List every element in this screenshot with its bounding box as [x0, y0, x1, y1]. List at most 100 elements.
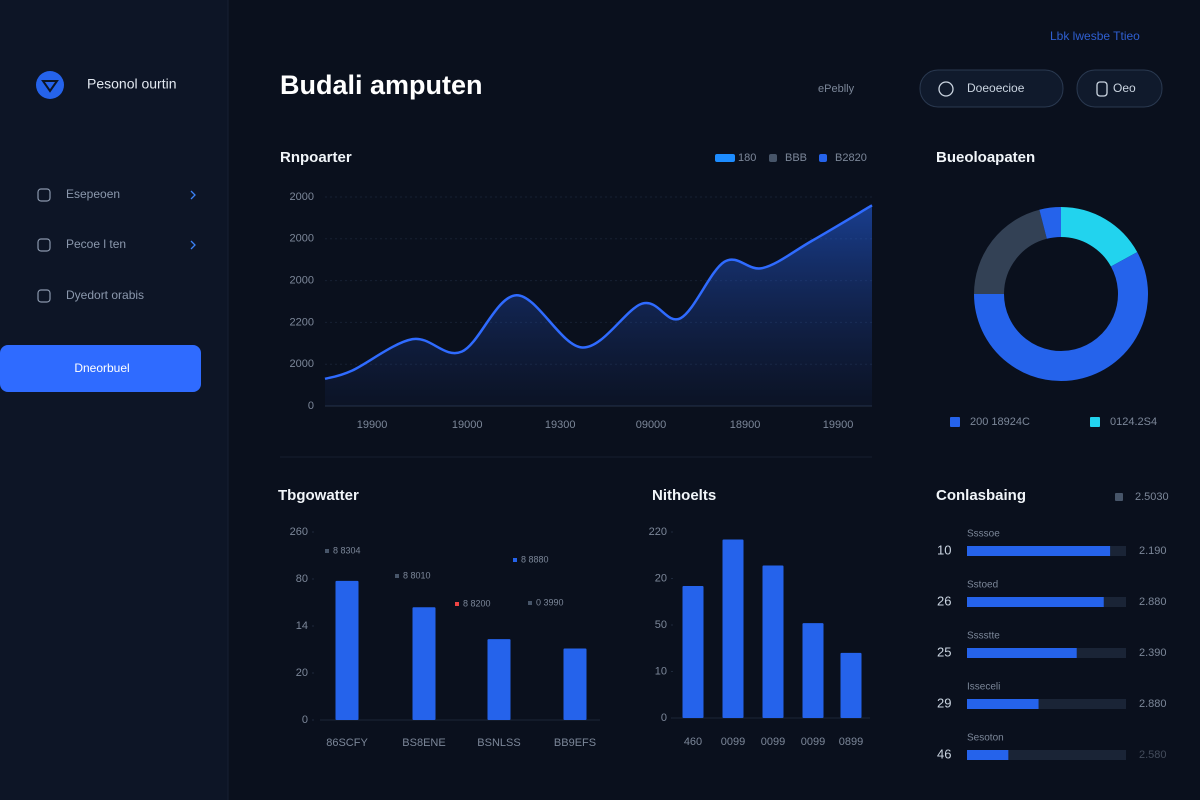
x-tick-label: 0099	[721, 736, 745, 748]
x-tick-label: 09000	[636, 419, 667, 431]
button-icon[interactable]	[938, 81, 954, 97]
row-note: 2.580	[1139, 749, 1167, 761]
row-label: Sssstte	[967, 631, 1000, 642]
legend-label: 0124.2S4	[1110, 416, 1157, 428]
button[interactable]: Oeo	[1076, 69, 1163, 108]
progress-track	[967, 750, 1126, 760]
button-label[interactable]: Oeo	[1113, 81, 1136, 95]
x-tick-label: 86SCFY	[326, 737, 368, 749]
y-tick-label: 2000	[290, 358, 314, 370]
bar	[840, 652, 862, 718]
legend-label: B2820	[835, 152, 867, 164]
progress-bar	[967, 648, 1077, 658]
row-note: 2.190	[1139, 545, 1167, 557]
nav-icon[interactable]	[37, 238, 51, 252]
x-tick-label: 19900	[357, 419, 388, 431]
brand-logo	[36, 71, 64, 99]
chart-title: Rnpoarter	[280, 149, 352, 166]
nav-label[interactable]: Dyedort orabis	[66, 288, 144, 302]
bar	[412, 607, 436, 720]
nav-chevron[interactable]	[190, 190, 196, 200]
donut-segment	[974, 209, 1048, 295]
x-tick-label: 0899	[839, 736, 863, 748]
rank: 46	[937, 746, 951, 761]
y-tick-label: 2200	[290, 316, 314, 328]
y-tick-label: 50	[655, 619, 667, 631]
nav-icon[interactable]	[37, 188, 51, 202]
annotation: 0 3990	[536, 597, 564, 607]
progress-bar	[967, 597, 1104, 607]
nav-label[interactable]: Pecoe l ten	[66, 237, 126, 251]
legend-label: 200 18924C	[970, 416, 1030, 428]
legend-swatch	[819, 154, 827, 162]
y-tick-label: 260	[290, 526, 308, 538]
x-tick-label: 19000	[452, 419, 483, 431]
y-tick-label: 2000	[290, 275, 314, 287]
x-tick-label: 0099	[761, 736, 785, 748]
progress-bar	[967, 750, 1009, 760]
legend-swatch	[950, 417, 960, 427]
x-tick-label: 0099	[801, 736, 825, 748]
y-tick-label: 2000	[290, 233, 314, 245]
y-tick-label: 0	[308, 400, 314, 412]
y-tick-label: 80	[296, 573, 308, 585]
y-tick-label: 0	[661, 712, 667, 724]
annotation: 8 8880	[521, 554, 549, 564]
x-tick-label: BB9EFS	[554, 737, 596, 749]
x-tick-label: 18900	[730, 419, 761, 431]
annotation-dot	[325, 549, 329, 553]
button-label[interactable]: Doeoecioe	[967, 81, 1025, 95]
page-title: Budali amputen	[280, 70, 483, 100]
bar	[563, 648, 587, 720]
x-tick-label: 19900	[823, 419, 854, 431]
button[interactable]: Doeoecioe	[919, 69, 1064, 108]
row-label: Isseceli	[967, 682, 1000, 693]
row-label: Sstoed	[967, 580, 998, 591]
nav-icon[interactable]	[37, 289, 51, 303]
legend-label: 180	[738, 152, 756, 164]
button-icon[interactable]	[1096, 81, 1108, 97]
y-tick-label: 0	[302, 714, 308, 726]
row-label: Sesoton	[967, 733, 1004, 744]
annotation: 8 8010	[403, 570, 431, 580]
y-tick-label: 20	[655, 572, 667, 584]
chart-title: Tbgowatter	[278, 487, 359, 504]
annotation-dot	[528, 601, 532, 605]
top-link[interactable]: Lbk lwesbe Ttieo	[1050, 29, 1140, 43]
header-meta: ePeblly	[818, 83, 855, 95]
row-note: 2.390	[1139, 647, 1167, 659]
donut-segment	[974, 252, 1148, 381]
legend-label: BBB	[785, 152, 807, 164]
nav-chevron[interactable]	[190, 240, 196, 250]
brand-logo-mark	[41, 80, 59, 93]
row-note: 2.880	[1139, 596, 1167, 608]
x-tick-label: BSNLSS	[477, 737, 520, 749]
bar	[722, 539, 744, 718]
rank: 29	[937, 695, 951, 710]
bar	[487, 639, 511, 720]
chart-title: Bueoloapaten	[936, 149, 1035, 166]
x-tick-label: 19300	[545, 419, 576, 431]
annotation-dot	[513, 558, 517, 562]
legend-swatch	[769, 154, 777, 162]
bar	[802, 623, 824, 718]
progress-bar	[967, 699, 1039, 709]
x-tick-label: BS8ENE	[402, 737, 445, 749]
chart-title: Nithoelts	[652, 487, 716, 504]
y-tick-label: 220	[649, 526, 667, 538]
nav-label[interactable]: Esepeoen	[66, 187, 120, 201]
area-fill	[325, 205, 872, 406]
annotation: 8 8200	[463, 598, 491, 608]
button-bg[interactable]	[1076, 69, 1163, 108]
y-tick-label: 14	[296, 620, 308, 632]
brand-name: Pesonol ourtin	[87, 76, 177, 92]
nav-label[interactable]: Dneorbuel	[74, 361, 129, 375]
nav-item-active[interactable]	[0, 345, 201, 392]
y-tick-label: 2000	[290, 191, 314, 203]
chart-title: Conlasbaing	[936, 487, 1026, 504]
x-tick-label: 460	[684, 736, 702, 748]
button-bg[interactable]	[919, 69, 1064, 108]
legend-swatch	[715, 154, 735, 162]
progress-bar	[967, 546, 1111, 556]
legend-label: 2.5030	[1135, 491, 1169, 503]
